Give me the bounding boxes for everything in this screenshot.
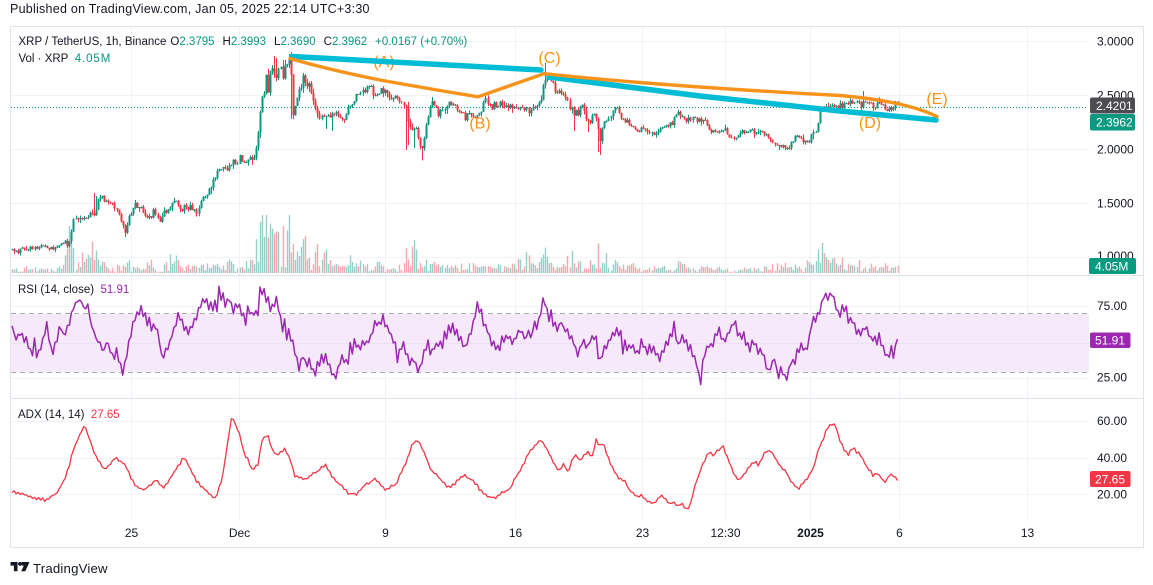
- svg-text:2.4201: 2.4201: [1096, 99, 1133, 113]
- svg-text:1.5000: 1.5000: [1097, 197, 1134, 211]
- svg-text:(D): (D): [859, 115, 881, 132]
- svg-text:51.91: 51.91: [1095, 334, 1125, 348]
- svg-text:40.00: 40.00: [1097, 451, 1127, 465]
- svg-text:25: 25: [125, 526, 139, 540]
- svg-text:60.00: 60.00: [1097, 414, 1127, 428]
- svg-text:16: 16: [509, 526, 523, 540]
- svg-text:9: 9: [382, 526, 389, 540]
- svg-text:6: 6: [896, 526, 903, 540]
- svg-text:20.00: 20.00: [1097, 488, 1127, 502]
- svg-text:27.65: 27.65: [1095, 473, 1125, 487]
- svg-text:(C): (C): [538, 50, 560, 67]
- svg-text:13: 13: [1021, 526, 1035, 540]
- svg-text:2025: 2025: [797, 526, 824, 540]
- svg-text:4.05M: 4.05M: [1095, 260, 1128, 274]
- svg-text:23: 23: [636, 526, 650, 540]
- svg-text:12:30: 12:30: [710, 526, 740, 540]
- svg-text:(E): (E): [926, 91, 947, 108]
- svg-text:75.00: 75.00: [1097, 299, 1127, 313]
- svg-text:Dec: Dec: [229, 526, 250, 540]
- svg-text:(B): (B): [469, 116, 490, 133]
- svg-text:3.0000: 3.0000: [1097, 35, 1134, 49]
- svg-text:2.0000: 2.0000: [1097, 143, 1134, 157]
- svg-text:2.3962: 2.3962: [1096, 116, 1133, 130]
- svg-text:25.00: 25.00: [1097, 371, 1127, 385]
